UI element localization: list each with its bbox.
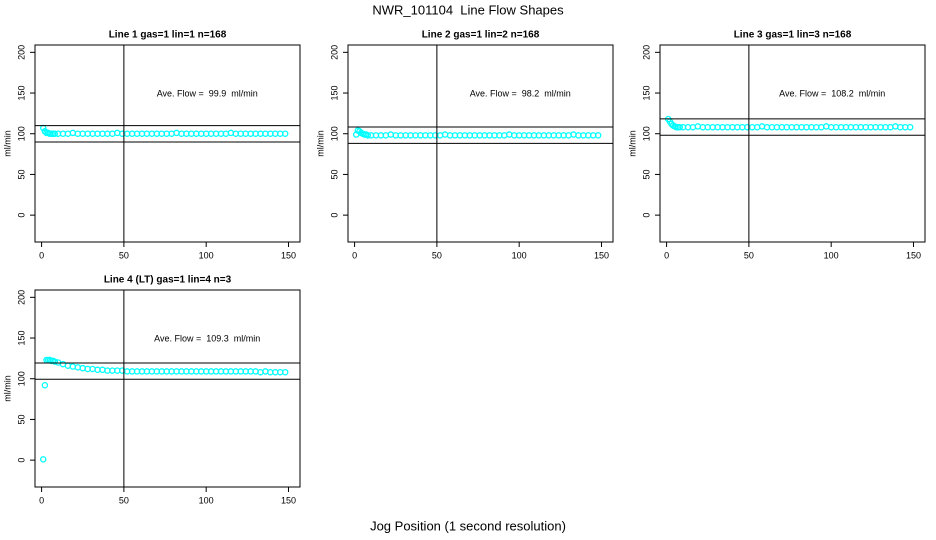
x-tick-label: 100: [824, 250, 839, 260]
data-point: [676, 123, 684, 131]
x-tick-label: 0: [39, 250, 44, 260]
y-tick-label: 100: [641, 126, 651, 141]
x-tick-label: 100: [199, 495, 214, 505]
y-tick-label: 200: [641, 45, 651, 60]
y-tick-label: 150: [16, 331, 26, 346]
plot-frame: [34, 44, 301, 243]
x-tick-label: 0: [352, 250, 357, 260]
data-point: [51, 130, 59, 137]
x-tick-label: 150: [906, 250, 921, 260]
x-tick-label: 150: [281, 495, 296, 505]
x-tick-label: 0: [39, 495, 44, 505]
data-point: [41, 381, 49, 389]
data-point: [594, 132, 602, 139]
data-point: [281, 130, 289, 137]
x-tick-label: 100: [512, 250, 527, 260]
y-tick-label: 0: [16, 458, 26, 463]
panel-title: Line 1 gas=1 lin=1 n=168: [109, 30, 227, 41]
y-tick-label: 150: [329, 86, 339, 101]
x-axis-label: Jog Position (1 second resolution): [370, 518, 566, 533]
y-tick-label: 100: [329, 126, 339, 141]
y-axis-label: ml/min: [627, 130, 637, 157]
y-tick-label: 0: [641, 213, 651, 218]
annotation: Ave. Flow = 98.2 ml/min: [470, 89, 571, 99]
y-axis-label: ml/min: [2, 375, 12, 402]
y-tick-label: 0: [16, 213, 26, 218]
x-tick-label: 100: [199, 250, 214, 260]
panel-title: Line 2 gas=1 lin=2 n=168: [422, 30, 540, 41]
data-point: [364, 132, 372, 139]
data-point: [906, 123, 914, 131]
page-title: NWR_101104 Line Flow Shapes: [372, 2, 564, 17]
y-tick-label: 150: [641, 86, 651, 101]
annotation: Ave. Flow = 109.3 ml/min: [154, 334, 260, 344]
y-axis-label: ml/min: [315, 130, 325, 157]
y-axis-label: ml/min: [2, 130, 12, 157]
y-tick-label: 50: [329, 169, 339, 179]
y-tick-label: 100: [16, 371, 26, 386]
data-point: [51, 358, 59, 365]
x-tick-label: 150: [594, 250, 609, 260]
annotation: Ave. Flow = 99.9 ml/min: [157, 89, 258, 99]
y-tick-label: 50: [641, 169, 651, 179]
plot-frame: [34, 289, 301, 488]
x-tick-label: 50: [432, 250, 442, 260]
y-tick-label: 200: [16, 290, 26, 305]
y-tick-label: 0: [329, 213, 339, 218]
panel-title: Line 4 (LT) gas=1 lin=4 n=3: [104, 275, 232, 286]
x-tick-label: 50: [119, 250, 129, 260]
y-tick-label: 100: [16, 126, 26, 141]
x-tick-label: 150: [281, 250, 296, 260]
x-tick-label: 50: [744, 250, 754, 260]
x-tick-label: 0: [664, 250, 669, 260]
panel-title: Line 3 gas=1 lin=3 n=168: [734, 30, 852, 41]
y-tick-label: 50: [16, 414, 26, 424]
data-point: [39, 456, 47, 463]
y-tick-label: 200: [329, 45, 339, 60]
annotation: Ave. Flow = 108.2 ml/min: [779, 89, 885, 99]
y-tick-label: 200: [16, 45, 26, 60]
plot-frame: [659, 44, 926, 243]
y-tick-label: 150: [16, 86, 26, 101]
data-point: [41, 128, 49, 135]
plot-frame: [347, 44, 614, 243]
x-tick-label: 50: [119, 495, 129, 505]
y-tick-label: 50: [16, 169, 26, 179]
data-point: [281, 368, 289, 376]
